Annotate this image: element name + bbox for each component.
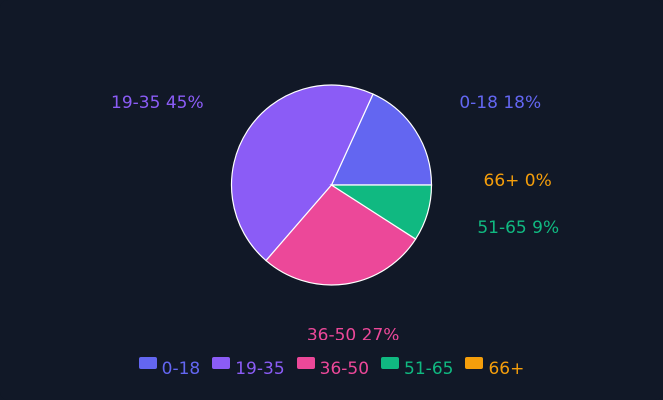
legend-swatch <box>138 357 157 369</box>
pie-slices <box>230 84 433 286</box>
data-label-66: 66+ 0% <box>484 171 552 191</box>
pie-slice-0-18[interactable] <box>330 93 433 186</box>
legend-item-19-35[interactable]: 19-35 <box>212 352 285 381</box>
data-label-19-35: 19-35 45% <box>111 93 204 113</box>
data-label-51-65: 51-65 9% <box>477 218 559 238</box>
legend-item-0-18[interactable]: 0-18 <box>138 352 201 381</box>
pie-data-labels: 0-18 18% 19-35 45% 36-50 27% 51-65 9% 66+ 0% <box>111 93 559 340</box>
legend-label: 66+ <box>488 359 525 379</box>
legend-swatch <box>296 357 315 369</box>
legend-label: 36-50 <box>319 359 370 379</box>
pie-slice-19-35[interactable] <box>230 84 374 262</box>
data-label-0-18: 0-18 18% <box>459 93 541 113</box>
pie-slice-51-65[interactable] <box>329 184 433 240</box>
legend-swatch <box>212 357 231 369</box>
legend-label: 19-35 <box>235 359 285 379</box>
legend-swatch <box>381 357 400 369</box>
legend-label: 51-65 <box>404 359 454 379</box>
pie-chart: 0-18 18% 19-35 45% 36-50 27% 51-65 9% 66+ 0% <box>111 84 559 340</box>
chart-legend: 0-18 19-35 36-50 51-65 66+ <box>0 352 663 381</box>
pie-slice-36-50[interactable] <box>265 184 417 286</box>
legend-item-66[interactable]: 66+ <box>465 352 524 381</box>
legend-item-36-50[interactable]: 36-50 <box>296 352 370 381</box>
legend-item-51-65[interactable]: 51-65 <box>381 352 453 381</box>
legend-label: 0-18 <box>161 359 201 379</box>
data-label-36-50: 36-50 27% <box>307 325 400 340</box>
legend-swatch <box>465 357 484 369</box>
